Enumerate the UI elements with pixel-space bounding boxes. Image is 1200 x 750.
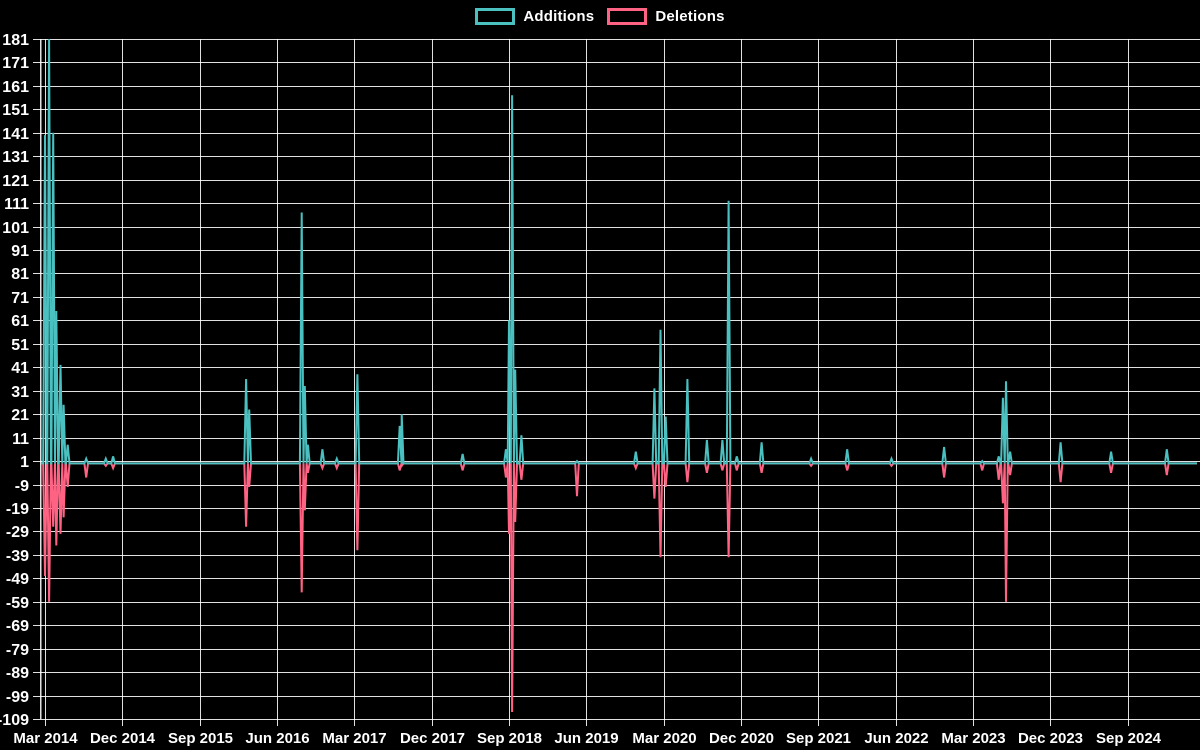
y-tick-label: 1: [20, 454, 29, 471]
y-tick-label: 181: [2, 32, 29, 49]
y-tick-label: -49: [6, 571, 29, 588]
y-tick-label: -99: [6, 689, 29, 706]
legend-item-additions[interactable]: Additions: [475, 8, 594, 25]
y-tick-label: 121: [2, 173, 29, 190]
x-tick-label: Jun 2019: [554, 730, 618, 747]
y-tick-label: 51: [11, 337, 29, 354]
legend-item-deletions[interactable]: Deletions: [607, 8, 724, 25]
y-tick-label: -9: [15, 478, 29, 495]
y-tick-label: -109: [0, 712, 29, 729]
y-tick-label: 111: [4, 196, 29, 213]
y-tick-label: 31: [11, 384, 29, 401]
x-tick-label: Mar 2020: [632, 730, 696, 747]
y-tick-label: 21: [11, 407, 29, 424]
legend-label-deletions: Deletions: [655, 8, 725, 25]
y-tick-label: 171: [2, 55, 29, 72]
y-tick-label: 81: [11, 266, 29, 283]
y-tick-label: -19: [6, 501, 29, 518]
y-tick-label: -29: [6, 524, 29, 541]
deletions-line: [41, 462, 1197, 713]
y-tick-label: 151: [2, 102, 29, 119]
x-tick-label: Jun 2016: [245, 730, 309, 747]
legend-label-additions: Additions: [523, 8, 595, 25]
y-tick-label: -69: [6, 618, 29, 635]
y-tick-label: 101: [2, 220, 29, 237]
deletions-swatch: [607, 8, 648, 25]
x-tick-label: Sep 2015: [168, 730, 233, 747]
additions-line: [41, 38, 1197, 465]
x-tick-label: Sep 2024: [1096, 730, 1162, 747]
y-tick-label: 161: [2, 79, 29, 96]
additions-swatch: [475, 8, 516, 25]
y-axis: 1811711611511411311211111019181716151413…: [0, 32, 40, 729]
x-tick-label: Dec 2020: [709, 730, 774, 747]
y-tick-label: -89: [6, 665, 29, 682]
x-tick-label: Dec 2014: [90, 730, 156, 747]
x-tick-label: Sep 2018: [477, 730, 542, 747]
y-tick-label: -59: [6, 595, 29, 612]
x-tick-label: Sep 2021: [786, 730, 851, 747]
chart-legend: Additions Deletions: [0, 8, 1200, 25]
gridlines: [40, 39, 1200, 720]
y-tick-label: 41: [11, 360, 29, 377]
y-tick-label: 11: [12, 431, 29, 448]
y-tick-label: -79: [6, 642, 29, 659]
x-tick-label: Dec 2017: [400, 730, 465, 747]
y-tick-label: -39: [6, 548, 29, 565]
x-tick-label: Mar 2023: [941, 730, 1005, 747]
x-tick-label: Mar 2014: [13, 730, 78, 747]
x-axis: Mar 2014 Dec 2014 Sep 2015 Jun 2016 Mar 2017…: [13, 719, 1162, 747]
y-tick-label: 71: [11, 290, 29, 307]
x-tick-label: Mar 2017: [322, 730, 386, 747]
y-tick-label: 61: [11, 313, 29, 330]
y-tick-label: 131: [2, 149, 29, 166]
y-tick-label: 141: [2, 126, 29, 143]
x-tick-label: Jun 2022: [864, 730, 928, 747]
x-tick-label: Dec 2023: [1018, 730, 1083, 747]
y-tick-label: 91: [11, 243, 29, 260]
